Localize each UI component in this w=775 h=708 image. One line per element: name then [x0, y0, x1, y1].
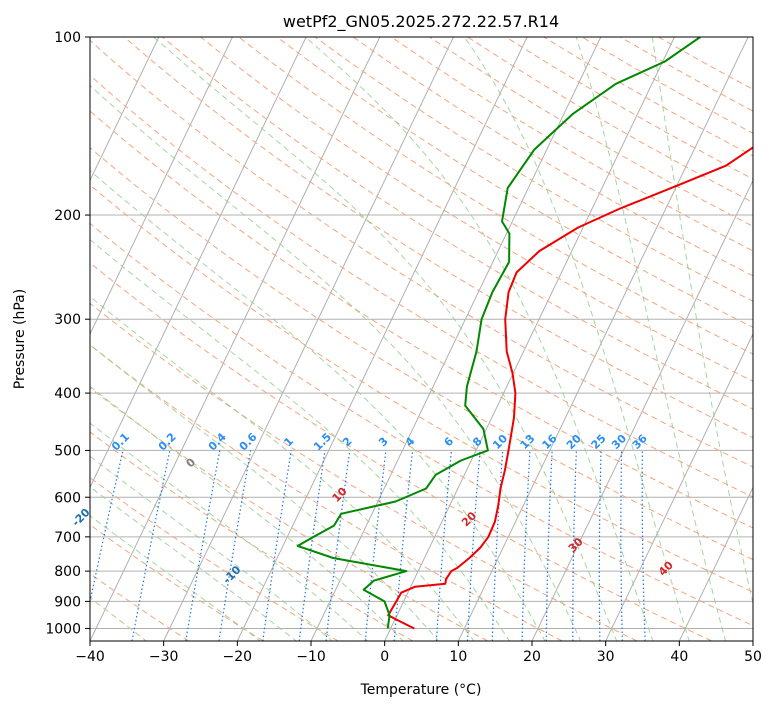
mixing-ratio-line [262, 450, 292, 641]
profile-layer [296, 37, 753, 630]
dry-adiabat-line [90, 344, 563, 641]
x-tick-label: 0 [380, 649, 389, 665]
moist-adiabat-line [463, 37, 690, 641]
mixing-ratio-line [393, 450, 414, 641]
y-tick-label: 600 [54, 490, 81, 506]
dry-adiabat-line [90, 222, 753, 627]
isotherm-gridline [531, 179, 753, 641]
dry-adiabat-line [90, 572, 190, 641]
isotherm-gridline [163, 37, 454, 641]
y-tick-label: 500 [54, 443, 81, 459]
x-tick-label: 50 [744, 649, 762, 665]
y-axis-label: Pressure (hPa) [12, 289, 28, 389]
isotherm-gridline [457, 37, 749, 641]
y-tick-label: 800 [54, 564, 81, 580]
x-tick-label: −20 [223, 649, 253, 665]
mixing-ratio-line [218, 450, 252, 641]
isotherm-gridline [90, 37, 381, 641]
x-tick-label: −40 [75, 649, 105, 665]
moist-adiabat-line [90, 515, 262, 641]
dry-adiabat-line [90, 262, 712, 641]
mixing-ratio-line [325, 450, 351, 641]
moist-adiabat-line [90, 422, 369, 641]
temperature-profile-line [387, 146, 753, 630]
dry-adiabat-line [90, 184, 753, 593]
dry-adiabat-line [90, 387, 488, 641]
y-tick-label: 300 [54, 312, 81, 328]
chart-title: wetPf2_GN05.2025.272.22.57.R14 [283, 12, 559, 32]
dry-adiabat-line [276, 37, 753, 328]
x-tick-label: 30 [597, 649, 615, 665]
isotherm-gridline [678, 486, 753, 641]
y-tick-label: 700 [54, 530, 81, 546]
moist-adiabat-line [90, 385, 404, 641]
dry-adiabat-line [90, 147, 753, 561]
moist-adiabat-line [90, 296, 475, 641]
dry-adiabat-line [90, 477, 339, 641]
moist-adiabat-line [575, 37, 727, 641]
isotherm-gridline [310, 37, 602, 641]
dry-adiabat-line [90, 431, 414, 641]
x-tick-label: 20 [523, 649, 541, 665]
moist-adiabat-line [651, 37, 753, 606]
isotherm-gridline [236, 37, 528, 641]
moist-adiabat-line [90, 455, 333, 641]
plot-frame [89, 36, 754, 642]
x-axis-label: Temperature (°C) [360, 682, 482, 698]
x-tick-label: −30 [149, 649, 179, 665]
isotherm-gridline [384, 37, 675, 641]
isotherm-gridline [605, 332, 753, 641]
moist-adiabat-line [90, 238, 510, 641]
y-tick-label: 200 [54, 208, 81, 224]
reference-lines-layer [90, 37, 753, 641]
x-tick-label: 10 [449, 649, 467, 665]
isotherm-gridline [90, 37, 307, 489]
isotherm-gridline [90, 37, 160, 182]
dry-adiabat-line [90, 39, 753, 468]
grid-layer [90, 37, 753, 641]
dry-adiabat-line [238, 37, 753, 355]
x-tick-label: −10 [296, 649, 326, 665]
moist-adiabat-line [153, 37, 618, 641]
dry-adiabat-line [90, 302, 638, 641]
dewpoint-profile-line [296, 37, 701, 629]
y-tick-label: 100 [54, 30, 81, 46]
tick-layer: −40 −30 −20 −10 0 10 20 30 40 50 1000 900 800 700 600 5… [45, 30, 762, 665]
moist-adiabat-line [304, 37, 654, 641]
mixing-ratio-line [364, 450, 387, 641]
isotherm-gridline [90, 37, 233, 336]
moist-adiabat-line [90, 170, 546, 641]
mixing-ratio-line [298, 450, 326, 641]
y-tick-label: 400 [54, 386, 81, 402]
y-tick-label: 1000 [45, 621, 81, 637]
x-tick-label: 40 [670, 649, 688, 665]
dry-adiabat-line [123, 37, 753, 439]
y-tick-label: 900 [54, 594, 81, 610]
